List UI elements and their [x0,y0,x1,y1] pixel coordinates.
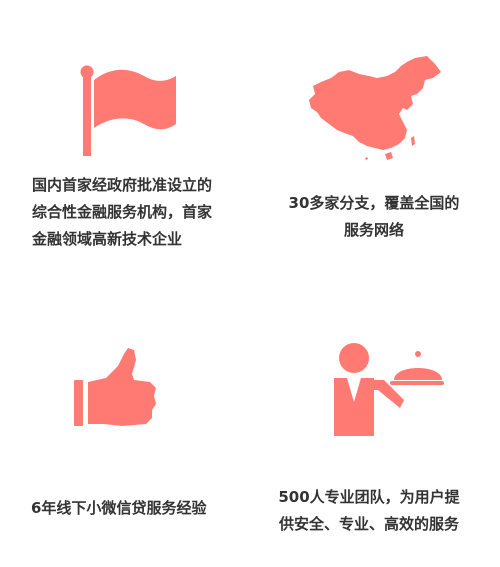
feature-caption-experience: 6年线下小微信贷服务经验 [31,495,206,522]
flag-icon [80,65,176,156]
caption-line: 服务网络 [343,221,404,239]
caption-line: 500人专业团队，为用户提 [278,488,460,506]
caption-line: 供安全、专业、高效的服务 [278,515,459,533]
caption-line: 6年线下小微信贷服务经验 [31,499,207,517]
waiter-service-icon [334,343,444,436]
china-map-icon [309,56,441,160]
feature-caption-network: 30多家分支，覆盖全国的 服务网络 [268,190,480,244]
caption-line: 30多家分支，覆盖全国的 [288,194,460,212]
thumbs-up-icon [74,348,156,426]
feature-caption-flag: 国内首家经政府批准设立的 综合性金融服务机构，首家 金融领域高新技术企业 [32,172,212,253]
caption-line: 综合性金融服务机构，首家 [32,203,213,221]
caption-line: 国内首家经政府批准设立的 [32,176,213,194]
feature-caption-team: 500人专业团队，为用户提 供安全、专业、高效的服务 [258,484,480,538]
caption-line: 金融领域高新技术企业 [32,230,183,248]
